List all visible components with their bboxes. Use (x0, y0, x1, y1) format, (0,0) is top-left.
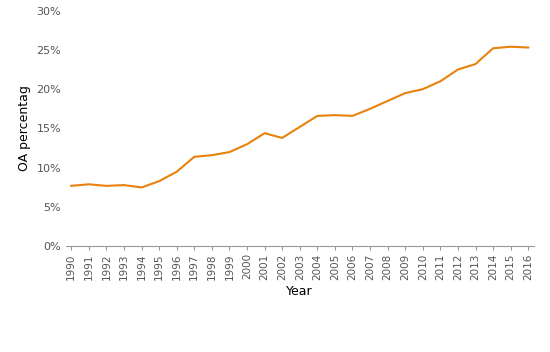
X-axis label: Year: Year (287, 285, 313, 298)
Y-axis label: OA percentag: OA percentag (18, 86, 31, 171)
